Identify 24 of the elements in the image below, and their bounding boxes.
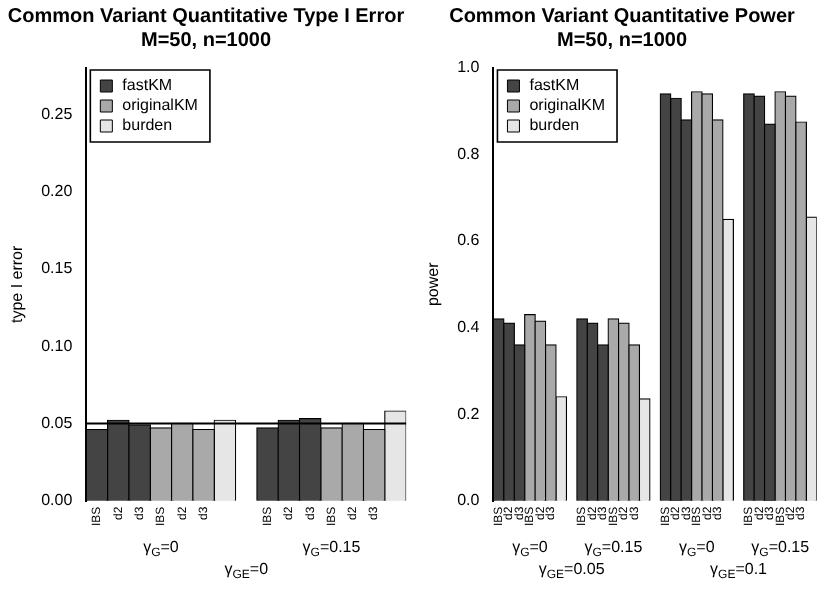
y-axis-title: type I error	[8, 244, 27, 324]
legend-label: originalKM	[529, 96, 606, 115]
chart-subtitle: M=50, n=1000	[556, 29, 688, 52]
chart-title: Common Variant Quantitative Power	[449, 5, 796, 28]
y-tick-label: 0.20	[41, 182, 74, 201]
legend-label: burden	[529, 116, 580, 135]
y-tick-label: 0.0	[457, 491, 481, 510]
chart-title: Common Variant Quantitative Type I Error	[7, 5, 405, 28]
legend-label: fastKM	[122, 76, 173, 95]
y-tick-label: 0.4	[457, 318, 481, 336]
legend-label: fastKM	[529, 76, 580, 95]
chart-subtitle: M=50, n=1000	[140, 29, 272, 52]
y-tick-label: 0.00	[41, 491, 74, 510]
y-tick-label: 0.25	[41, 104, 74, 123]
legend-label: originalKM	[122, 96, 199, 115]
y-tick-label: 0.15	[41, 259, 74, 278]
y-tick-label: 0.2	[457, 404, 481, 423]
y-tick-label: 0.10	[41, 336, 74, 355]
y-tick-label: 0.05	[41, 413, 74, 432]
y-tick-label: 0.8	[457, 144, 481, 163]
y-tick-label: 0.6	[457, 231, 481, 250]
y-axis-title: power	[424, 261, 443, 307]
y-tick-label: 1.0	[457, 58, 481, 77]
legend-label: burden	[122, 116, 173, 135]
